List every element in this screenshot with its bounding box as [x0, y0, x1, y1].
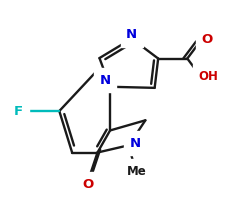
Text: N: N [126, 28, 137, 41]
Text: O: O [201, 33, 212, 46]
Text: Me: Me [127, 165, 147, 178]
Text: N: N [129, 137, 141, 150]
Text: N: N [100, 74, 111, 87]
Text: O: O [82, 178, 93, 191]
Text: OH: OH [198, 70, 218, 83]
Text: F: F [14, 105, 23, 118]
